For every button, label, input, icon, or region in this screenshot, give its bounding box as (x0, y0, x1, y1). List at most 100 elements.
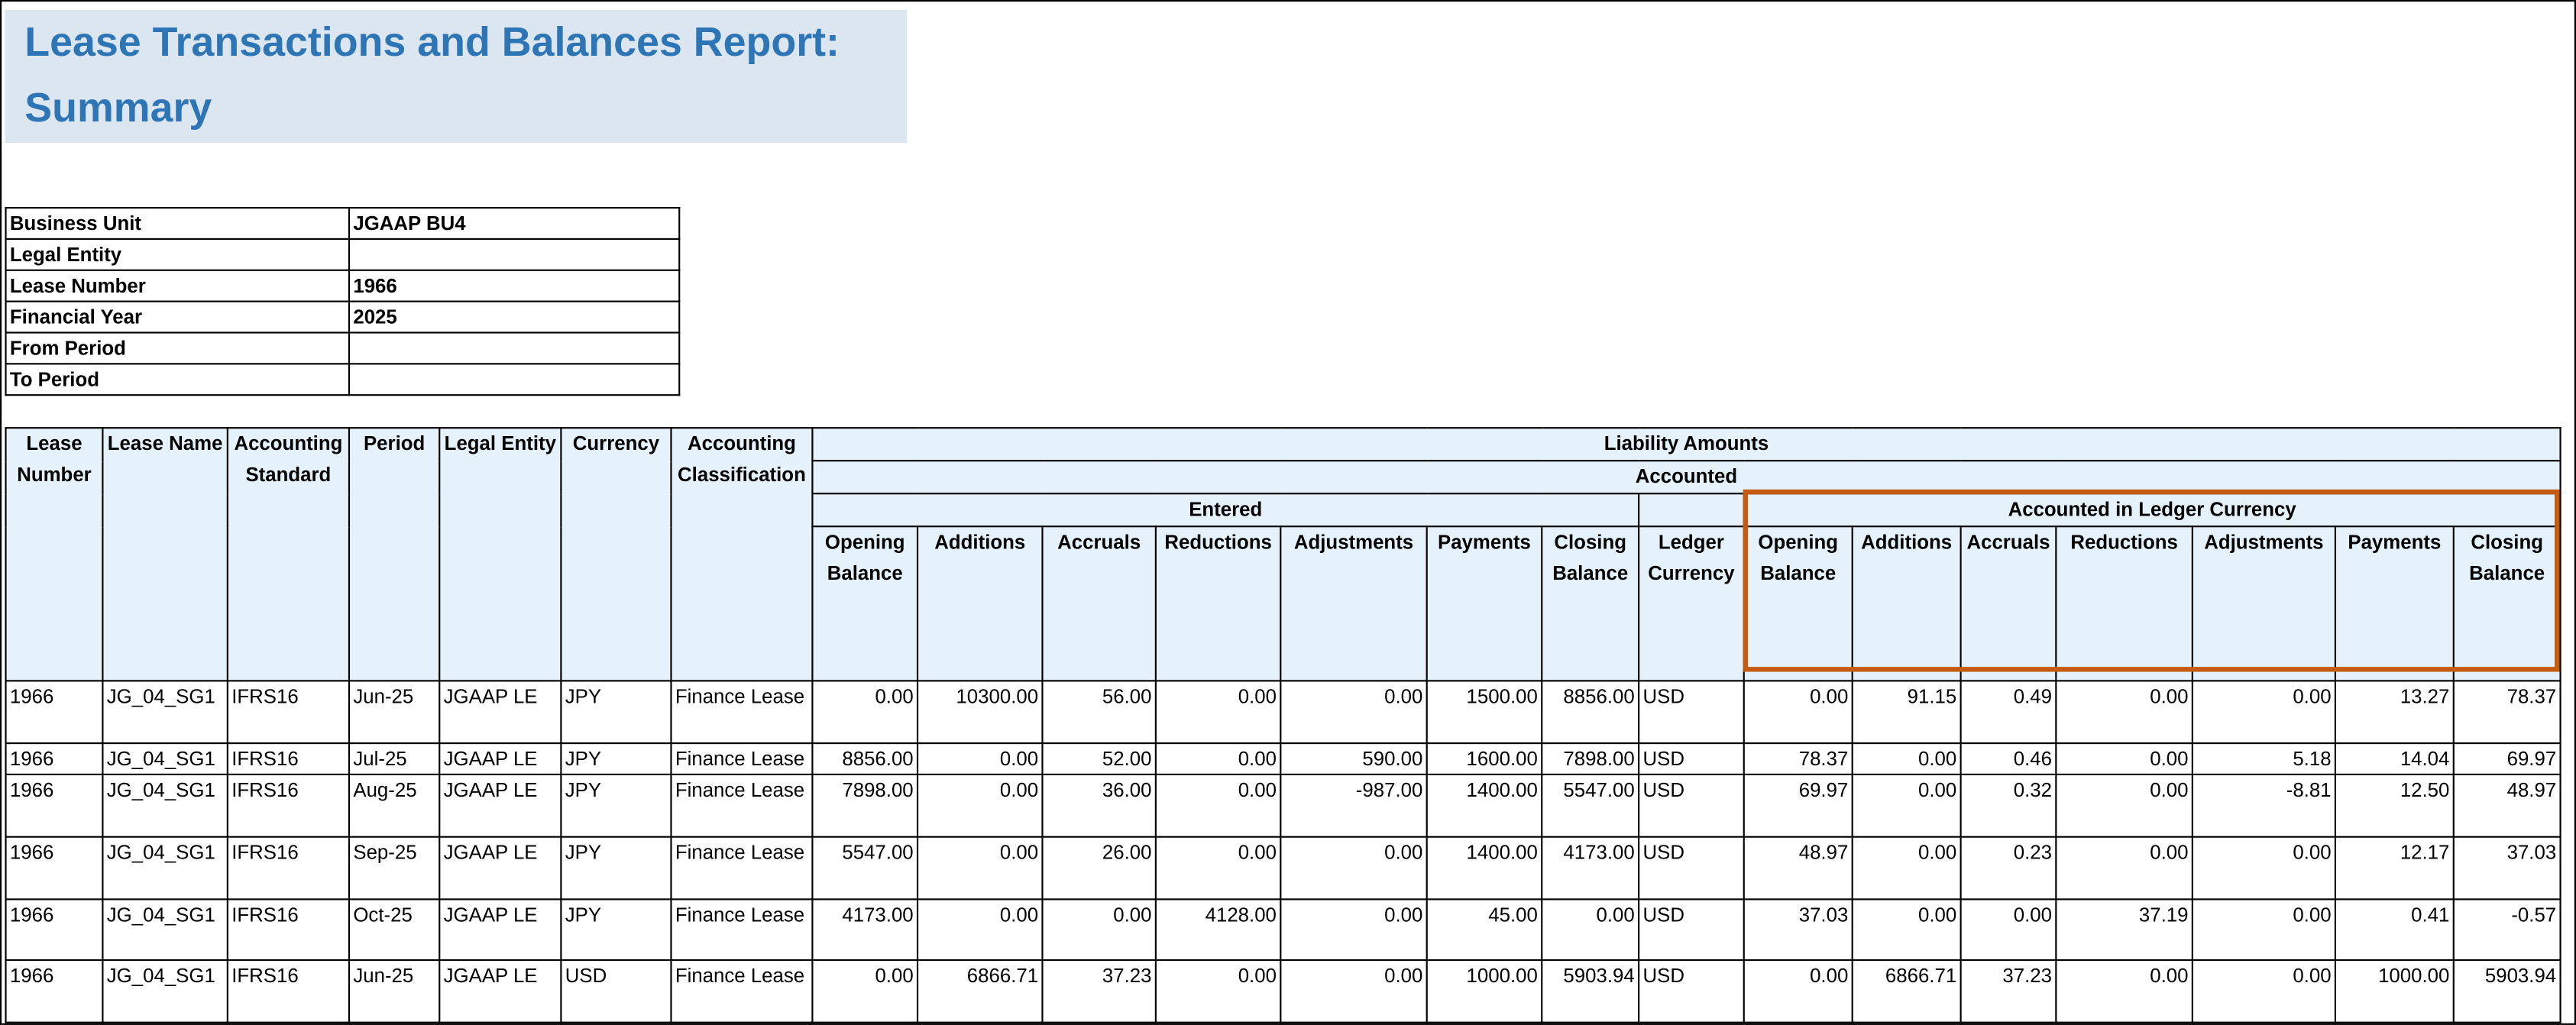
group-header: Accounted (811, 460, 2561, 495)
amount-cell: 12.17 (2334, 836, 2455, 901)
cell-text: Jul-25 (353, 747, 407, 771)
amount-cell: 13.27 (2334, 680, 2455, 745)
cell-text: Finance Lease (675, 778, 805, 802)
amount-cell: 37.23 (1960, 959, 2057, 1023)
cell-text: 1400.00 (1466, 778, 1538, 802)
parameter-value: JGAAP BU4 (348, 206, 681, 240)
cell-text: 0.00 (2293, 841, 2332, 865)
cell-text: 0.00 (2150, 778, 2189, 802)
cell-text: JGAAP LE (443, 747, 538, 771)
text-cell: IFRS16 (226, 898, 351, 962)
column-header: Opening Balance (811, 525, 919, 682)
group-header (1638, 493, 1745, 528)
cell-text: JPY (565, 841, 602, 865)
text-cell: IFRS16 (226, 836, 351, 901)
text-cell: JG_04_SG1 (102, 836, 228, 901)
amount-cell: 8856.00 (811, 742, 919, 776)
group-header: Liability Amounts (811, 427, 2561, 462)
text-cell: JPY (560, 742, 672, 776)
cell-text: 37.03 (1798, 903, 1849, 926)
amount-cell: 1500.00 (1426, 680, 1543, 745)
cell-text: 6866.71 (1885, 964, 1957, 988)
amount-cell: 56.00 (1041, 680, 1157, 745)
cell-text: 69.97 (2506, 747, 2557, 771)
cell-text: 14.04 (2400, 747, 2450, 771)
text-cell: JPY (560, 898, 672, 962)
amount-cell: 0.00 (2191, 836, 2337, 901)
text-cell: USD (1638, 680, 1745, 745)
cell-text: 36.00 (1102, 778, 1152, 802)
cell-text: 0.00 (999, 903, 1039, 926)
amount-cell: 0.00 (2055, 742, 2193, 776)
cell-text: JG_04_SG1 (106, 964, 215, 988)
amount-cell: 78.37 (2452, 680, 2561, 745)
text-cell: JG_04_SG1 (102, 959, 228, 1023)
text-cell: 1966 (5, 959, 104, 1023)
cell-text: 6866.71 (966, 964, 1039, 988)
amount-cell: 37.03 (2452, 836, 2561, 901)
cell-text: 78.37 (1798, 747, 1849, 771)
text-cell: 1966 (5, 742, 104, 776)
parameter-row: Financial Year 2025 (5, 300, 681, 334)
amount-cell: 0.32 (1960, 773, 2057, 838)
cell-text: 52.00 (1102, 747, 1152, 771)
cell-text: 0.00 (2293, 903, 2332, 926)
text-cell: USD (1638, 959, 1745, 1023)
amount-cell: 0.00 (1154, 959, 1282, 1023)
parameter-row: Lease Number 1966 (5, 269, 681, 302)
text-cell: Aug-25 (348, 773, 441, 838)
text-cell: Jun-25 (348, 680, 441, 745)
column-header: Lease Number (5, 427, 104, 682)
amount-cell: -987.00 (1280, 773, 1428, 838)
amount-cell: 4128.00 (1154, 898, 1282, 962)
text-cell: 1966 (5, 898, 104, 962)
cell-text: JG_04_SG1 (106, 684, 215, 708)
cell-text: JGAAP LE (443, 964, 538, 988)
cell-text: 5.18 (2293, 747, 2332, 771)
cell-text: JPY (565, 778, 602, 802)
cell-text: JG_04_SG1 (106, 778, 215, 802)
amount-cell: 69.97 (2452, 742, 2561, 776)
column-header: Additions (1851, 525, 1962, 682)
cell-text: IFRS16 (231, 747, 299, 771)
parameters-table: Business Unit JGAAP BU4 Legal Entity Lease … (5, 206, 681, 396)
cell-text: 0.00 (1238, 964, 1277, 988)
text-cell: JPY (560, 836, 672, 901)
amount-cell: 7898.00 (811, 773, 919, 838)
amount-cell: 1000.00 (2334, 959, 2455, 1023)
column-header: Adjustments (2191, 525, 2337, 682)
parameter-row: Business Unit JGAAP BU4 (5, 206, 681, 240)
amount-cell: 4173.00 (811, 898, 919, 962)
text-cell: USD (1638, 742, 1745, 776)
text-cell: USD (1638, 773, 1745, 838)
data-row: 1966 JG_04_SG1 IFRS16 Aug-25 JGAAP LE JPY Fina… (5, 773, 2561, 838)
cell-text: 37.19 (2138, 903, 2189, 926)
report-title: Lease Transactions and Balances Report: … (5, 9, 908, 144)
cell-text: 45.00 (1488, 903, 1538, 926)
cell-text: 12.50 (2400, 778, 2450, 802)
column-header: Ledger Currency (1638, 525, 1745, 682)
amount-cell: 6866.71 (1851, 959, 1962, 1023)
group-header: Entered (811, 493, 1640, 528)
cell-text: 1966 (9, 747, 54, 771)
parameter-label: Financial Year (5, 300, 351, 334)
amount-cell: 4173.00 (1541, 836, 1640, 901)
cell-text: IFRS16 (231, 964, 299, 988)
amount-cell: 0.00 (2191, 680, 2337, 745)
text-cell: IFRS16 (226, 773, 351, 838)
text-cell: JGAAP LE (439, 836, 562, 901)
cell-text: USD (1642, 841, 1685, 865)
cell-text: IFRS16 (231, 841, 299, 865)
parameter-row: Legal Entity (5, 238, 681, 271)
parameter-label: To Period (5, 363, 351, 396)
amount-cell: 0.00 (2055, 680, 2193, 745)
cell-text: JG_04_SG1 (106, 841, 215, 865)
amount-cell: 0.00 (1280, 836, 1428, 901)
amount-cell: 78.37 (1743, 742, 1853, 776)
cell-text: 0.00 (1918, 841, 1957, 865)
text-cell: JGAAP LE (439, 959, 562, 1023)
data-row: 1966 JG_04_SG1 IFRS16 Jun-25 JGAAP LE USD Fina… (5, 959, 2561, 1023)
cell-text: 5547.00 (1563, 778, 1635, 802)
amount-cell: 91.15 (1851, 680, 1962, 745)
